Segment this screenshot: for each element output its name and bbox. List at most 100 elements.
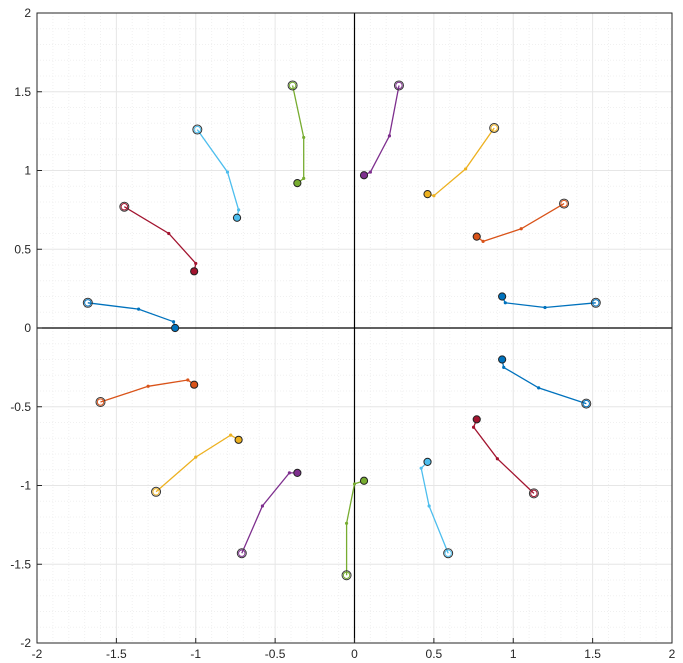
series-point: [519, 227, 523, 231]
end-marker: [190, 380, 199, 389]
series-8: [82, 297, 180, 333]
y-tick-label: 1: [24, 164, 31, 178]
x-tick-label: -1: [190, 647, 201, 661]
start-marker: [559, 198, 570, 209]
start-marker: [192, 124, 203, 135]
end-marker: [472, 232, 481, 241]
series-point: [287, 471, 292, 475]
series-point: [302, 135, 306, 140]
end-marker: [190, 267, 199, 276]
start-marker-inner: [84, 299, 92, 307]
series-point: [146, 384, 150, 388]
series-point: [427, 504, 431, 508]
series-point: [543, 305, 547, 310]
series-point: [537, 386, 541, 390]
series-line: [420, 461, 449, 554]
series-7: [119, 201, 199, 276]
series-point: [344, 521, 349, 525]
end-marker: [359, 476, 369, 485]
start-marker: [393, 80, 404, 91]
start-marker-inner: [444, 549, 452, 557]
x-axis-ticks: -2 -1.5 -1 -0.5 0 0.5 1 1.5 2: [32, 638, 676, 661]
series-6: [192, 124, 242, 222]
x-tick-label: 2: [669, 647, 676, 661]
start-marker-inner: [560, 199, 568, 208]
x-tick-label: -2: [32, 647, 43, 661]
series-point: [503, 301, 507, 305]
series-1: [498, 292, 601, 310]
series-15: [498, 355, 592, 409]
y-tick-label: 2: [24, 6, 31, 20]
series-11: [236, 468, 302, 559]
start-marker-inner: [288, 81, 297, 90]
zero-axes: [37, 13, 672, 643]
series-2: [472, 198, 570, 243]
start-marker: [95, 397, 106, 408]
start-marker: [341, 570, 352, 581]
end-marker: [234, 435, 243, 444]
y-tick-label: 0: [24, 321, 31, 335]
series-point: [194, 261, 198, 266]
series-point: [194, 455, 198, 459]
series-13: [419, 457, 454, 559]
start-marker: [489, 122, 500, 133]
series-point: [471, 425, 476, 429]
series-point: [237, 208, 241, 212]
series-point: [186, 378, 190, 382]
start-marker-inner: [530, 489, 538, 498]
x-tick-label: -0.5: [265, 647, 286, 661]
series-point: [368, 170, 372, 174]
x-tick-label: 1: [510, 647, 517, 661]
series-line: [155, 434, 239, 493]
end-marker: [232, 213, 242, 222]
start-marker-inner: [582, 399, 590, 408]
series-point: [260, 504, 265, 508]
start-marker: [151, 486, 162, 497]
series-10: [151, 433, 243, 497]
y-tick-label: -2: [20, 636, 31, 650]
series-3: [423, 122, 500, 199]
start-marker: [443, 548, 454, 559]
series-point: [167, 231, 171, 236]
start-marker-inner: [120, 203, 129, 211]
series-12: [341, 476, 369, 581]
start-marker: [590, 297, 601, 308]
start-marker: [119, 201, 130, 212]
series-9: [95, 378, 199, 408]
series-point: [171, 320, 176, 324]
series-point: [137, 307, 141, 311]
start-marker: [287, 80, 298, 91]
y-tick-label: -0.5: [10, 400, 31, 414]
start-marker-inner: [342, 571, 351, 579]
series-point: [495, 457, 499, 461]
start-marker: [581, 398, 592, 409]
x-tick-label: -1.5: [106, 647, 127, 661]
y-tick-label: -1.5: [10, 557, 31, 571]
series-point: [502, 365, 506, 369]
start-marker-inner: [395, 81, 403, 90]
end-marker: [359, 171, 369, 180]
series-point: [352, 482, 357, 486]
x-tick-label: 0.5: [426, 647, 443, 661]
series-point: [432, 194, 436, 198]
end-marker: [498, 292, 507, 301]
start-marker: [82, 297, 93, 308]
series-point: [229, 433, 233, 437]
x-tick-label: 0: [351, 647, 358, 661]
start-marker-inner: [96, 398, 105, 406]
series-5: [287, 80, 306, 188]
series-point: [481, 239, 485, 243]
plot-series: [82, 80, 601, 581]
start-marker-inner: [152, 488, 160, 496]
y-axis-ticks: 2 1.5 1 0.5 0 -0.5 -1 -1.5 -2: [10, 6, 42, 650]
start-marker-inner: [238, 549, 246, 557]
series-line: [345, 480, 365, 576]
series-line: [472, 419, 535, 494]
start-marker-inner: [490, 124, 498, 132]
end-marker: [423, 190, 432, 199]
end-marker: [498, 355, 507, 364]
series-point: [387, 134, 392, 138]
y-tick-label: -1: [20, 479, 31, 493]
